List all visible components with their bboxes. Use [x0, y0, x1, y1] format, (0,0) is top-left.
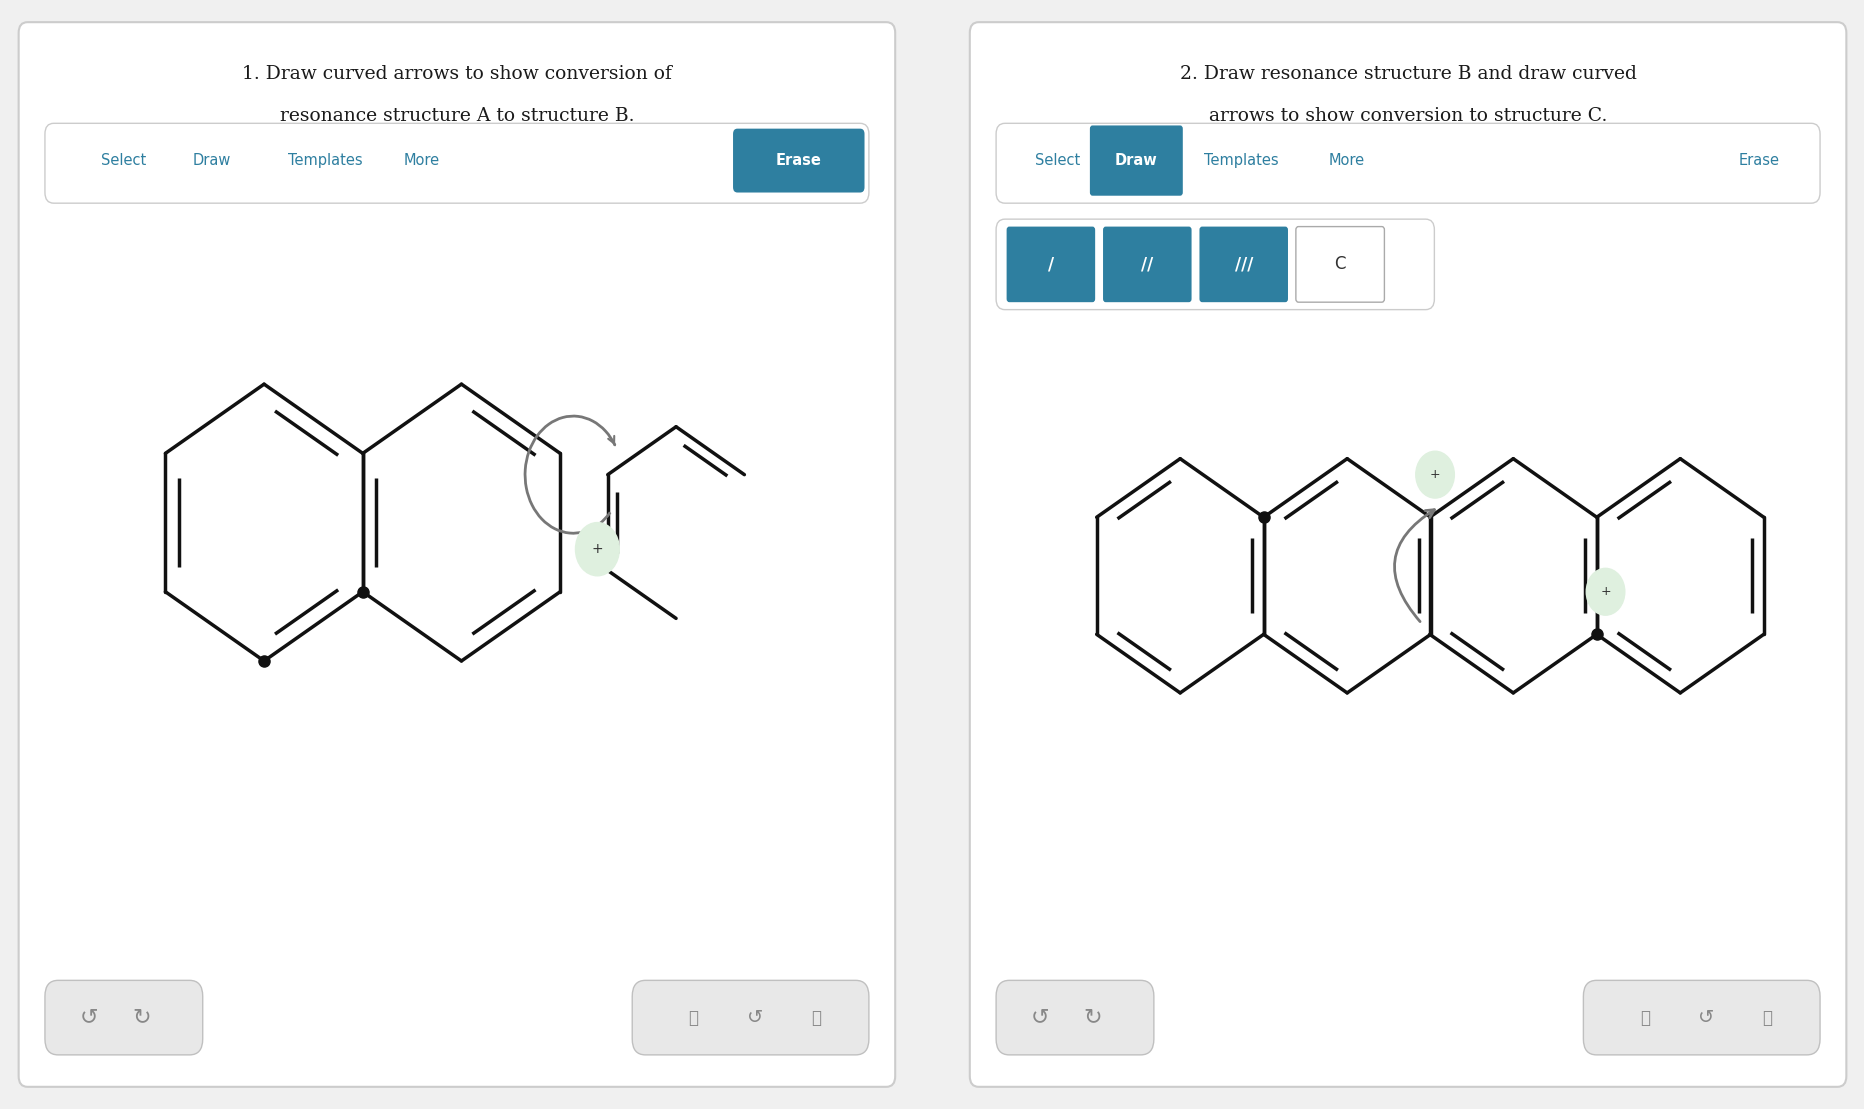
Text: Draw: Draw: [1115, 153, 1158, 169]
FancyBboxPatch shape: [1102, 226, 1191, 302]
Text: 🔍: 🔍: [688, 1008, 699, 1027]
Text: 1. Draw curved arrows to show conversion of: 1. Draw curved arrows to show conversion…: [242, 64, 671, 83]
FancyBboxPatch shape: [995, 123, 1819, 203]
Text: ↻: ↻: [132, 1008, 151, 1028]
Text: +: +: [1599, 586, 1610, 598]
Text: ↺: ↺: [1031, 1008, 1049, 1028]
Text: Select: Select: [1035, 153, 1079, 169]
FancyBboxPatch shape: [733, 129, 865, 193]
FancyBboxPatch shape: [995, 220, 1433, 309]
Text: ///: ///: [1234, 255, 1253, 274]
Text: C: C: [1333, 255, 1346, 274]
Text: +: +: [1430, 468, 1439, 481]
Text: Select: Select: [101, 153, 147, 169]
Text: More: More: [404, 153, 440, 169]
Circle shape: [1415, 451, 1454, 498]
FancyBboxPatch shape: [1007, 226, 1094, 302]
Text: 🔍: 🔍: [811, 1008, 820, 1027]
Text: Templates: Templates: [287, 153, 363, 169]
Text: ↻: ↻: [1083, 1008, 1102, 1028]
Text: 🔍: 🔍: [1761, 1008, 1771, 1027]
Text: 2. Draw resonance structure B and draw curved: 2. Draw resonance structure B and draw c…: [1180, 64, 1635, 83]
FancyBboxPatch shape: [1199, 226, 1288, 302]
Text: ↺: ↺: [746, 1008, 762, 1027]
Circle shape: [576, 522, 619, 576]
FancyBboxPatch shape: [969, 22, 1845, 1087]
Text: +: +: [591, 542, 602, 557]
FancyBboxPatch shape: [45, 980, 203, 1055]
FancyBboxPatch shape: [1295, 226, 1383, 302]
FancyBboxPatch shape: [45, 123, 869, 203]
Text: arrows to show conversion to structure C.: arrows to show conversion to structure C…: [1208, 108, 1607, 125]
FancyBboxPatch shape: [19, 22, 895, 1087]
Circle shape: [1586, 568, 1624, 615]
FancyBboxPatch shape: [1583, 980, 1819, 1055]
Text: Templates: Templates: [1204, 153, 1279, 169]
Text: Erase: Erase: [1737, 153, 1778, 169]
Text: 🔍: 🔍: [1638, 1008, 1650, 1027]
Text: resonance structure A to structure B.: resonance structure A to structure B.: [280, 108, 634, 125]
Text: Erase: Erase: [775, 153, 822, 169]
FancyBboxPatch shape: [632, 980, 869, 1055]
Text: //: //: [1141, 255, 1152, 274]
Text: ↺: ↺: [1696, 1008, 1713, 1027]
Text: Draw: Draw: [192, 153, 231, 169]
Text: ↺: ↺: [80, 1008, 99, 1028]
FancyBboxPatch shape: [1089, 125, 1182, 195]
Text: More: More: [1327, 153, 1364, 169]
FancyBboxPatch shape: [995, 980, 1154, 1055]
Text: /: /: [1048, 255, 1053, 274]
